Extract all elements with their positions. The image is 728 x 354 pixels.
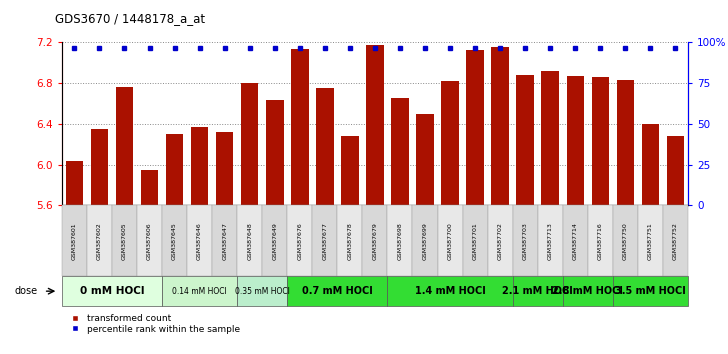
Text: 1.4 mM HOCl: 1.4 mM HOCl <box>415 286 486 296</box>
Bar <box>592 77 609 205</box>
Bar <box>542 71 559 205</box>
Bar <box>141 170 158 205</box>
Text: 0.7 mM HOCl: 0.7 mM HOCl <box>302 286 373 296</box>
Bar <box>617 80 634 205</box>
Text: 2.1 mM HOCl: 2.1 mM HOCl <box>502 286 573 296</box>
Bar <box>216 132 234 205</box>
Text: GSM387605: GSM387605 <box>122 222 127 259</box>
Text: GSM387698: GSM387698 <box>397 222 403 259</box>
Legend: transformed count, percentile rank within the sample: transformed count, percentile rank withi… <box>66 314 240 333</box>
Text: GSM387752: GSM387752 <box>673 222 678 259</box>
Text: GSM387716: GSM387716 <box>598 222 603 259</box>
Bar <box>667 136 684 205</box>
Bar <box>66 161 83 205</box>
Text: GSM387676: GSM387676 <box>297 222 302 259</box>
Bar <box>341 136 359 205</box>
Text: 0 mM HOCl: 0 mM HOCl <box>80 286 144 296</box>
Text: GDS3670 / 1448178_a_at: GDS3670 / 1448178_a_at <box>55 12 205 25</box>
Bar <box>566 76 584 205</box>
Text: GSM387751: GSM387751 <box>648 222 653 259</box>
Bar <box>91 129 108 205</box>
Text: GSM387700: GSM387700 <box>448 222 453 259</box>
Bar <box>166 134 183 205</box>
Text: GSM387602: GSM387602 <box>97 222 102 259</box>
Bar <box>441 81 459 205</box>
Text: 0.35 mM HOCl: 0.35 mM HOCl <box>235 287 290 296</box>
Text: GSM387606: GSM387606 <box>147 222 152 259</box>
Text: GSM387750: GSM387750 <box>623 222 628 259</box>
Text: GSM387677: GSM387677 <box>323 222 328 259</box>
Text: GSM387645: GSM387645 <box>172 222 177 259</box>
Text: GSM387678: GSM387678 <box>347 222 352 259</box>
Text: dose: dose <box>15 286 38 296</box>
Bar <box>641 124 659 205</box>
Bar <box>467 50 484 205</box>
Text: GSM387701: GSM387701 <box>472 222 478 259</box>
Bar <box>491 47 509 205</box>
Text: GSM387646: GSM387646 <box>197 222 202 259</box>
Bar <box>266 101 283 205</box>
Text: 2.8 mM HOCl: 2.8 mM HOCl <box>553 286 623 296</box>
Text: GSM387649: GSM387649 <box>272 222 277 259</box>
Text: GSM387648: GSM387648 <box>248 222 252 259</box>
Bar <box>416 114 434 205</box>
Text: GSM387699: GSM387699 <box>422 222 427 259</box>
Text: GSM387714: GSM387714 <box>573 222 578 259</box>
Bar <box>391 98 408 205</box>
Text: 3.5 mM HOCl: 3.5 mM HOCl <box>615 286 686 296</box>
Bar <box>516 75 534 205</box>
Bar <box>241 83 258 205</box>
Text: GSM387601: GSM387601 <box>72 222 77 259</box>
Bar <box>116 87 133 205</box>
Bar <box>291 48 309 205</box>
Text: GSM387679: GSM387679 <box>373 222 377 259</box>
Bar <box>366 45 384 205</box>
Bar <box>191 127 208 205</box>
Text: GSM387703: GSM387703 <box>523 222 528 259</box>
Text: GSM387713: GSM387713 <box>547 222 553 259</box>
Text: 0.14 mM HOCl: 0.14 mM HOCl <box>173 287 227 296</box>
Bar <box>316 88 333 205</box>
Text: GSM387647: GSM387647 <box>222 222 227 259</box>
Text: GSM387702: GSM387702 <box>498 222 502 259</box>
